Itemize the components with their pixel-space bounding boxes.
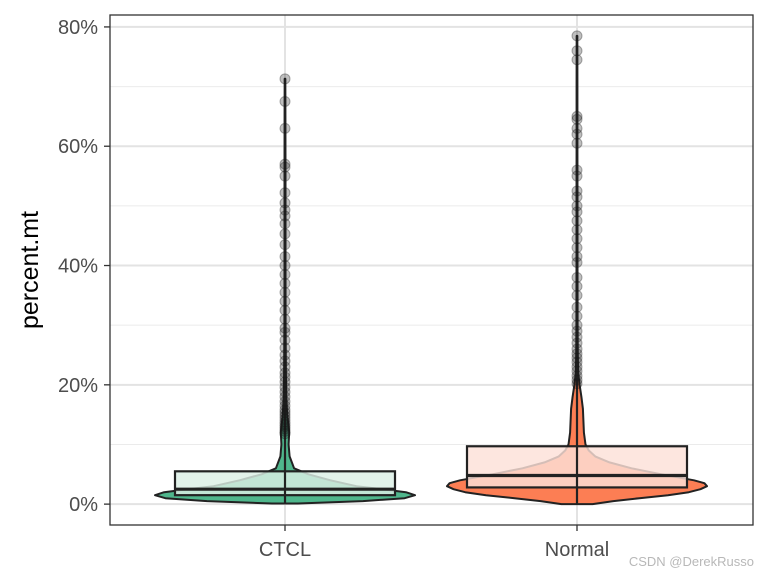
outlier-point-normal [571, 113, 583, 125]
outlier-point-normal [571, 185, 583, 197]
outlier-point-normal [571, 170, 583, 182]
outlier-point-normal [571, 242, 583, 254]
panel-background [110, 15, 753, 525]
outlier-point-normal [571, 233, 583, 245]
outlier-point-normal [571, 374, 583, 386]
x-tick-label: Normal [545, 539, 609, 561]
outlier-point-ctcl [279, 122, 291, 134]
outlier-point-ctcl [279, 313, 291, 325]
outlier-point-ctcl [279, 381, 291, 393]
outlier-point-ctcl [279, 367, 291, 379]
axes: 0% 20% 40% 60% 80% CTCL Normal [58, 17, 609, 561]
outlier-point-ctcl [279, 396, 291, 408]
outlier-point-normal [571, 325, 583, 337]
outlier-point-normal [571, 271, 583, 283]
outlier-point-ctcl [279, 428, 291, 440]
outlier-point-normal [571, 365, 583, 377]
outlier-point-ctcl [279, 95, 291, 107]
outlier-point-normal [571, 356, 583, 368]
outlier-point-normal [571, 224, 583, 236]
y-tick-label: 80% [58, 17, 98, 39]
y-tick-label: 40% [58, 256, 98, 278]
outlier-point-normal [571, 137, 583, 149]
outlier-point-normal [571, 251, 583, 263]
outlier-point-ctcl [279, 386, 291, 398]
outlier-point-ctcl [279, 416, 291, 428]
outlier-points [279, 30, 583, 440]
outlier-point-normal [571, 361, 583, 373]
outlier-point-ctcl [279, 355, 291, 367]
y-axis-title: percent.mt [16, 211, 44, 329]
outlier-point-normal [571, 352, 583, 364]
panel-border [109, 14, 754, 526]
outlier-point-normal [571, 54, 583, 66]
outlier-point-ctcl [279, 251, 291, 263]
outlier-point-ctcl [279, 161, 291, 173]
outlier-point-ctcl [279, 391, 291, 403]
outlier-point-ctcl [279, 286, 291, 298]
outlier-point-ctcl [279, 400, 291, 412]
outlier-point-ctcl [279, 170, 291, 182]
outlier-point-ctcl [279, 404, 291, 416]
y-tick-label: 0% [69, 494, 98, 516]
outlier-point-ctcl [279, 210, 291, 222]
outlier-point-normal [571, 122, 583, 134]
outlier-point-normal [571, 370, 583, 382]
outlier-point-ctcl [279, 73, 291, 85]
outlier-point-ctcl [279, 407, 291, 419]
outlier-point-ctcl [279, 277, 291, 289]
outlier-point-normal [571, 110, 583, 122]
y-tick-label: 60% [58, 136, 98, 158]
outlier-point-normal [571, 331, 583, 343]
outlier-point-ctcl [279, 371, 291, 383]
outlier-point-normal [571, 206, 583, 218]
outlier-point-normal [571, 128, 583, 140]
outlier-point-normal [571, 280, 583, 292]
outlier-point-ctcl [279, 423, 291, 435]
outlier-point-normal [571, 378, 583, 390]
outlier-point-ctcl [279, 425, 291, 437]
outlier-point-ctcl [279, 304, 291, 316]
x-tick-label: CTCL [259, 539, 311, 561]
outlier-point-normal [571, 319, 583, 331]
outlier-point-normal [571, 301, 583, 313]
outlier-point-normal [571, 289, 583, 301]
outlier-point-ctcl [279, 410, 291, 422]
outlier-point-ctcl [279, 158, 291, 170]
outlier-point-ctcl [279, 361, 291, 373]
outlier-point-ctcl [279, 376, 291, 388]
watermark-text: CSDN @DerekRusso [628, 554, 754, 569]
outlier-point-ctcl [279, 418, 291, 430]
outlier-point-normal [571, 45, 583, 57]
outlier-point-normal [571, 337, 583, 349]
outlier-point-ctcl [279, 197, 291, 209]
outlier-point-ctcl [279, 334, 291, 346]
outlier-point-ctcl [279, 204, 291, 216]
outlier-point-ctcl [279, 260, 291, 272]
outlier-point-ctcl [279, 218, 291, 230]
outlier-point-normal [571, 191, 583, 203]
outlier-point-ctcl [279, 349, 291, 361]
outlier-point-ctcl [279, 322, 291, 334]
outlier-point-ctcl [279, 187, 291, 199]
y-tick-label: 20% [58, 375, 98, 397]
outlier-point-ctcl [279, 421, 291, 433]
outlier-point-normal [571, 215, 583, 227]
outlier-point-ctcl [279, 326, 291, 338]
outlier-point-ctcl [279, 342, 291, 354]
outlier-point-ctcl [279, 228, 291, 240]
outlier-point-normal [571, 310, 583, 322]
outlier-point-ctcl [279, 295, 291, 307]
boxplots [173, 35, 689, 505]
outlier-point-normal [571, 200, 583, 212]
outlier-point-normal [571, 257, 583, 269]
outlier-point-normal [571, 343, 583, 355]
outlier-point-ctcl [279, 413, 291, 425]
outlier-point-ctcl [279, 268, 291, 280]
outlier-point-ctcl [279, 239, 291, 251]
outlier-point-normal [571, 30, 583, 42]
outlier-point-normal [571, 348, 583, 360]
outlier-point-normal [571, 164, 583, 176]
